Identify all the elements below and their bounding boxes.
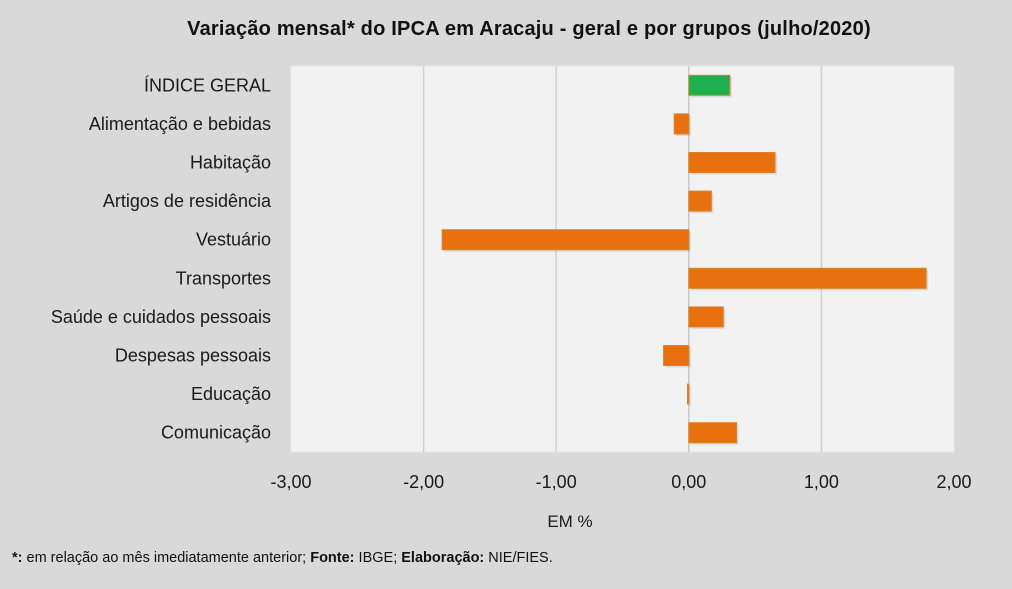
footnote-source: IBGE;	[354, 550, 402, 566]
bar	[686, 383, 690, 405]
footnote-text: em relação ao mês imediatamente anterior…	[22, 550, 311, 566]
category-label: Transportes	[176, 268, 271, 288]
x-tick-label: -2,00	[403, 472, 444, 492]
bar-shadow	[689, 386, 691, 407]
bars	[441, 74, 929, 445]
bar	[673, 113, 690, 135]
x-tick-label: 1,00	[804, 472, 839, 492]
x-axis-title: EM %	[547, 512, 592, 531]
category-label: Comunicação	[161, 423, 271, 443]
category-label: Alimentação e bebidas	[89, 114, 271, 134]
category-label: Habitação	[190, 153, 271, 173]
plot-area	[290, 65, 955, 453]
footnote-author: NIE/FIES.	[484, 550, 553, 566]
x-tick-labels: -3,00 -2,00 -1,00 0,00 1,00 2,00	[270, 472, 971, 492]
x-tick-label: -3,00	[270, 472, 311, 492]
category-label: Educação	[191, 384, 271, 404]
category-labels: ÍNDICE GERAL Alimentação e bebidas Habitaç…	[51, 75, 272, 442]
footnote: *: em relação ao mês imediatamente anter…	[12, 550, 553, 566]
footnote-marker: *:	[12, 550, 23, 566]
bar	[688, 152, 776, 173]
category-label: Artigos de residência	[103, 191, 272, 211]
x-tick-label: 2,00	[936, 472, 971, 492]
chart-title: Variação mensal* do IPCA em Aracaju - ge…	[187, 18, 871, 40]
category-label: Vestuário	[196, 230, 271, 250]
footnote-source-label: Fonte:	[310, 550, 355, 566]
bar	[663, 345, 690, 366]
category-label: Saúde e cuidados pessoais	[51, 307, 271, 327]
bar	[688, 422, 738, 444]
bar-indice-geral	[688, 74, 731, 96]
bar	[688, 267, 927, 289]
x-tick-label: -1,00	[536, 472, 577, 492]
category-label: ÍNDICE GERAL	[144, 75, 271, 95]
footnote-author-label: Elaboração:	[401, 550, 485, 566]
category-label: Despesas pessoais	[115, 346, 271, 366]
bar	[441, 229, 690, 251]
bar	[688, 190, 712, 212]
x-tick-label: 0,00	[671, 472, 706, 492]
bar	[688, 306, 724, 328]
